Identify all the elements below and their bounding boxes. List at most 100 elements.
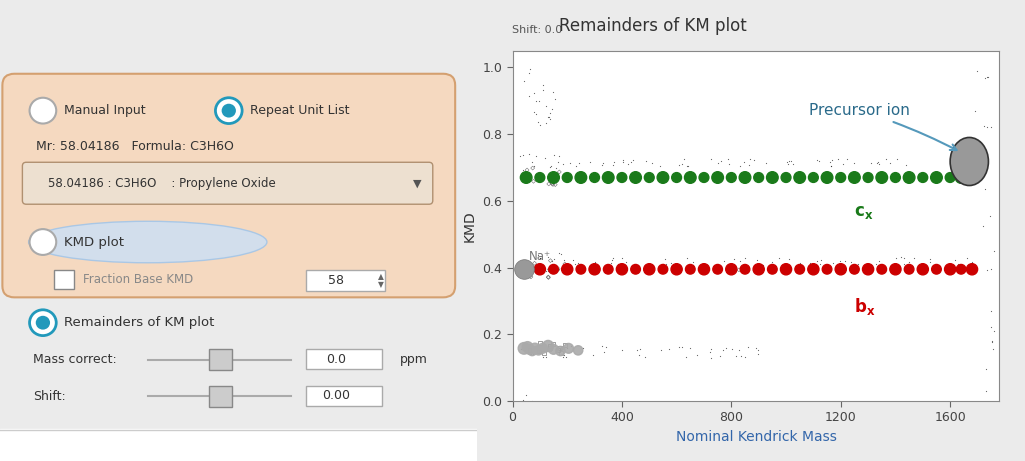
Point xyxy=(556,352,572,359)
Point xyxy=(558,353,574,361)
Point xyxy=(658,260,674,267)
Point xyxy=(754,261,771,268)
Point xyxy=(573,266,589,273)
Point xyxy=(682,174,698,181)
Point xyxy=(516,166,532,174)
Point xyxy=(544,340,561,348)
Point xyxy=(549,266,566,274)
Point xyxy=(565,256,581,264)
Point xyxy=(824,156,840,163)
Circle shape xyxy=(30,310,56,336)
Point xyxy=(860,174,876,181)
Point xyxy=(526,89,542,96)
Text: Shift:: Shift: xyxy=(34,390,67,403)
Point xyxy=(980,74,996,81)
Point xyxy=(850,260,866,267)
Y-axis label: KMD: KMD xyxy=(462,210,477,242)
Point xyxy=(721,160,737,167)
Point xyxy=(526,108,542,115)
Point xyxy=(530,347,546,354)
Point xyxy=(682,344,698,351)
Point xyxy=(682,266,698,273)
Point xyxy=(836,257,853,265)
Text: Shift: 0.0: Shift: 0.0 xyxy=(512,24,563,35)
Point xyxy=(520,264,536,271)
Point xyxy=(832,258,849,265)
Point xyxy=(888,174,904,181)
Point xyxy=(823,162,839,169)
Point xyxy=(655,260,671,267)
Point xyxy=(619,161,636,168)
Point xyxy=(809,156,825,164)
Ellipse shape xyxy=(950,137,988,185)
Point xyxy=(547,165,564,172)
Point xyxy=(709,266,726,273)
Point xyxy=(778,266,794,273)
Point xyxy=(542,344,559,352)
X-axis label: Nominal Kendrick Mass: Nominal Kendrick Mass xyxy=(675,430,836,444)
Point xyxy=(593,342,610,349)
Circle shape xyxy=(30,98,56,124)
Point xyxy=(896,254,912,262)
Point xyxy=(540,114,557,121)
Point xyxy=(670,265,687,272)
Point xyxy=(832,174,849,181)
Point xyxy=(929,266,945,273)
Point xyxy=(888,254,904,261)
Point xyxy=(530,348,546,355)
Point xyxy=(714,347,731,354)
Point xyxy=(778,174,794,181)
Point xyxy=(663,259,680,266)
Point xyxy=(709,174,726,181)
FancyBboxPatch shape xyxy=(306,270,384,291)
Point xyxy=(771,254,787,261)
Point xyxy=(541,346,558,353)
Point xyxy=(712,353,729,360)
Point xyxy=(540,343,557,350)
Point xyxy=(765,266,781,273)
Point xyxy=(641,266,657,273)
Point xyxy=(986,327,1002,335)
Text: $\mathbf{b_x}$: $\mathbf{b_x}$ xyxy=(855,296,875,317)
Point xyxy=(523,350,539,358)
FancyBboxPatch shape xyxy=(209,386,232,407)
Point xyxy=(525,177,541,185)
Point xyxy=(979,266,995,274)
Text: 0.00: 0.00 xyxy=(323,390,351,402)
Text: 0.0: 0.0 xyxy=(327,353,346,366)
FancyBboxPatch shape xyxy=(306,386,382,406)
Point xyxy=(813,256,829,264)
Point xyxy=(702,156,719,163)
Circle shape xyxy=(215,98,242,124)
Point xyxy=(511,152,528,160)
Point xyxy=(550,265,567,272)
Point xyxy=(953,266,970,273)
Point xyxy=(523,273,539,281)
Point xyxy=(979,123,995,130)
Point xyxy=(545,88,562,95)
Point xyxy=(983,307,999,315)
Bar xyxy=(0,429,477,461)
Point xyxy=(627,174,644,181)
Point xyxy=(523,351,539,358)
Point xyxy=(959,254,976,261)
Point xyxy=(549,346,566,354)
Point xyxy=(673,343,690,351)
Point xyxy=(526,162,542,169)
Point xyxy=(530,98,546,105)
Text: Remainders of KM plot: Remainders of KM plot xyxy=(65,316,214,329)
Point xyxy=(978,365,994,372)
Point xyxy=(538,119,555,126)
Point xyxy=(542,163,559,170)
Point xyxy=(551,168,568,176)
Point xyxy=(876,267,893,274)
Point xyxy=(522,66,538,73)
Point xyxy=(724,345,740,353)
Point xyxy=(524,159,540,166)
Point xyxy=(847,174,863,181)
Point xyxy=(668,174,685,181)
Point xyxy=(726,256,742,263)
Point xyxy=(655,266,671,273)
Point xyxy=(562,159,578,166)
Point xyxy=(614,157,630,164)
